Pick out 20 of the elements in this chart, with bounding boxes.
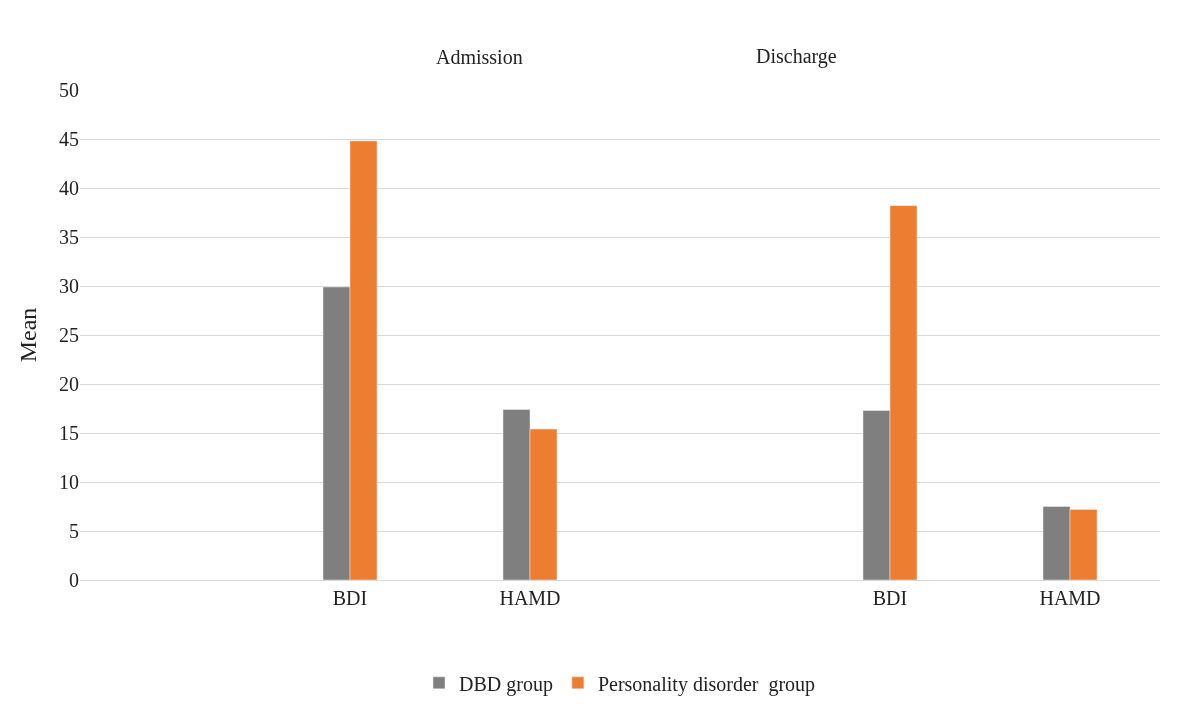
text: Discharge: [756, 45, 837, 68]
y-tick-label: 15: [59, 422, 79, 444]
x-tick-label: BDI: [332, 587, 368, 609]
y-tick-label: 10: [59, 471, 79, 493]
legend-label: Personality disorder group: [597, 672, 816, 696]
y-tick-label: 50: [59, 79, 79, 101]
x-tick-label: HAMD: [499, 587, 561, 609]
x-tick-label: HAMD: [1039, 587, 1101, 609]
text: Admission: [436, 46, 523, 68]
x-tick-label: BDI: [872, 587, 908, 609]
y-tick-label: 25: [59, 324, 79, 346]
legend-label: DBD group: [459, 672, 553, 696]
y-tick-label: 35: [59, 226, 79, 248]
y-tick-label: 0: [69, 569, 79, 591]
y-tick-label: 5: [69, 520, 79, 542]
y-tick-label: 30: [59, 275, 79, 297]
y-axis-title: Mean: [15, 307, 42, 363]
y-tick-label: 40: [59, 177, 79, 199]
y-tick-label: 45: [59, 128, 79, 150]
y-tick-label: 20: [59, 373, 79, 395]
